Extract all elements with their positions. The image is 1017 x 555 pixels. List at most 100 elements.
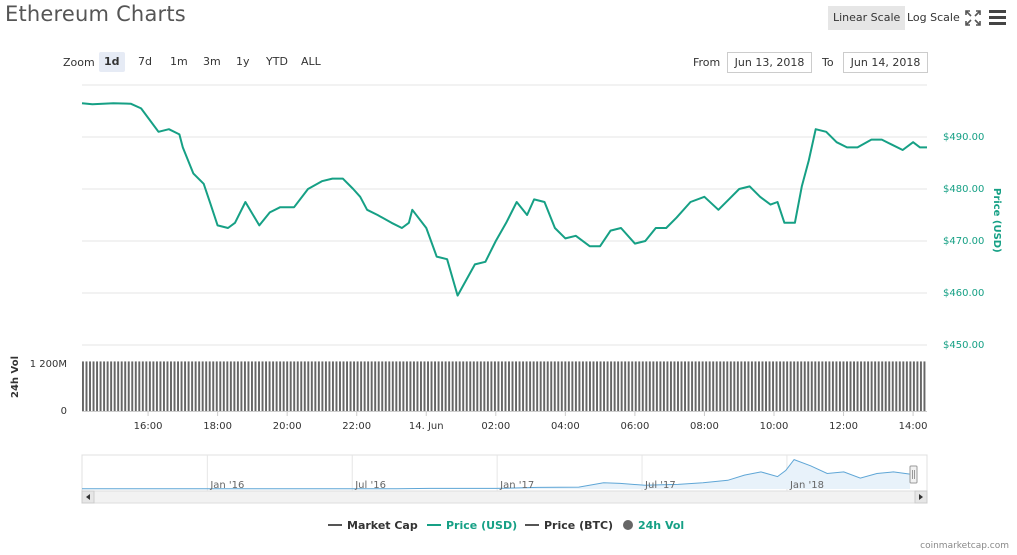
credit-link[interactable]: coinmarketcap.com xyxy=(920,541,1009,551)
volume-bar xyxy=(691,361,694,411)
volume-bar xyxy=(388,361,391,411)
volume-bar xyxy=(293,361,296,411)
volume-bar xyxy=(416,361,419,411)
volume-bar xyxy=(800,361,803,411)
volume-bar xyxy=(317,361,320,411)
volume-bar xyxy=(275,361,278,411)
volume-bar xyxy=(212,361,215,411)
volume-bar xyxy=(860,361,863,411)
volume-bar xyxy=(391,361,394,411)
volume-bar xyxy=(106,361,109,411)
volume-bar xyxy=(180,361,183,411)
zoom-1y-button[interactable]: 1y xyxy=(236,55,250,68)
volume-bar xyxy=(247,361,250,411)
volume-bar xyxy=(504,361,507,411)
zoom-1d-button[interactable]: 1d xyxy=(99,52,125,72)
volume-bar xyxy=(786,361,789,411)
volume-bar xyxy=(539,361,542,411)
volume-bar xyxy=(782,361,785,411)
navigator-area xyxy=(82,459,910,489)
volume-bar xyxy=(571,361,574,411)
volume-bar xyxy=(208,361,211,411)
volume-axis-title: 24h Vol xyxy=(10,356,21,398)
volume-bar xyxy=(303,361,306,411)
volume-bar xyxy=(856,361,859,411)
legend-label: Price (BTC) xyxy=(544,519,614,532)
zoom-1m-button[interactable]: 1m xyxy=(170,55,188,68)
volume-bar xyxy=(698,361,701,411)
volume-bar xyxy=(779,361,782,411)
to-label: To xyxy=(822,56,834,69)
volume-bar xyxy=(775,361,778,411)
volume-bar xyxy=(342,361,345,411)
linear-scale-button[interactable]: Linear Scale xyxy=(828,6,906,30)
volume-bar xyxy=(152,361,155,411)
volume-bar xyxy=(282,361,285,411)
volume-bar xyxy=(596,361,598,411)
legend-market-cap[interactable]: Market Cap xyxy=(328,519,418,532)
zoom-ytd-button[interactable]: YTD xyxy=(266,55,288,68)
volume-bar xyxy=(532,361,535,411)
volume-bar xyxy=(258,361,260,411)
scrollbar[interactable] xyxy=(81,490,928,504)
volume-bar xyxy=(765,361,767,411)
navigator-labels: Jan '16 Jul '16 Jan '17 Jul '17 Jan '18 xyxy=(209,480,824,491)
volume-bar xyxy=(300,361,303,411)
volume-bar xyxy=(448,361,451,411)
volume-bar xyxy=(310,361,313,411)
volume-bar xyxy=(701,361,704,411)
volume-bar xyxy=(817,361,820,411)
volume-bar xyxy=(838,361,841,411)
volume-bar xyxy=(134,361,137,411)
volume-bar xyxy=(715,361,718,411)
navigator[interactable]: Jan '16 Jul '16 Jan '17 Jul '17 Jan '18 xyxy=(81,454,928,492)
volume-bar xyxy=(814,361,817,411)
volume-bar xyxy=(236,361,239,411)
volume-bar xyxy=(733,361,736,411)
legend-24h-vol[interactable]: 24h Vol xyxy=(623,519,684,532)
navigator-handle[interactable] xyxy=(909,465,918,484)
volume-bar xyxy=(641,361,644,411)
volume-bar xyxy=(493,361,496,411)
volume-bar xyxy=(349,361,352,411)
volume-bar xyxy=(567,361,570,411)
volume-bar xyxy=(846,361,848,411)
volume-bar xyxy=(254,361,257,411)
from-date-input[interactable] xyxy=(727,52,812,73)
zoom-7d-button[interactable]: 7d xyxy=(138,55,152,68)
volume-bar xyxy=(374,361,377,411)
legend-dot-swatch xyxy=(623,520,633,530)
volume-bar xyxy=(85,361,88,411)
volume-bar xyxy=(881,361,884,411)
volume-bar xyxy=(427,361,429,411)
x-axis-ticks: 16:00 18:00 20:00 22:00 14. Jun 02:00 04:00 06:… xyxy=(134,411,928,432)
volume-bar xyxy=(127,361,130,411)
volume-bar xyxy=(613,361,616,411)
volume-bar xyxy=(335,361,338,411)
volume-bar xyxy=(265,361,268,411)
volume-bar xyxy=(617,361,620,411)
volume-bar xyxy=(251,361,253,411)
volume-bar xyxy=(173,361,176,411)
volume-bar xyxy=(120,361,123,411)
zoom-3m-button[interactable]: 3m xyxy=(203,55,221,68)
to-date-input[interactable] xyxy=(843,52,928,73)
volume-bars xyxy=(82,361,927,412)
log-scale-button[interactable]: Log Scale xyxy=(907,11,960,24)
volume-bar xyxy=(648,361,651,411)
volume-bar xyxy=(476,361,479,411)
fullscreen-icon[interactable] xyxy=(964,9,982,27)
legend-price-btc[interactable]: Price (BTC) xyxy=(525,519,613,532)
x-tick-label: 14. Jun xyxy=(409,421,444,432)
volume-bar xyxy=(229,361,232,411)
volume-bar xyxy=(110,361,113,411)
volume-bar xyxy=(469,361,472,411)
hamburger-menu-icon[interactable] xyxy=(989,10,1006,25)
scrollbar-track[interactable] xyxy=(81,490,928,504)
zoom-all-button[interactable]: ALL xyxy=(301,55,321,68)
volume-bar xyxy=(603,361,606,411)
navigator-label: Jul '16 xyxy=(354,480,386,491)
volume-bar xyxy=(835,361,838,411)
legend-price-usd[interactable]: Price (USD) xyxy=(427,519,517,532)
volume-bar xyxy=(824,361,827,411)
